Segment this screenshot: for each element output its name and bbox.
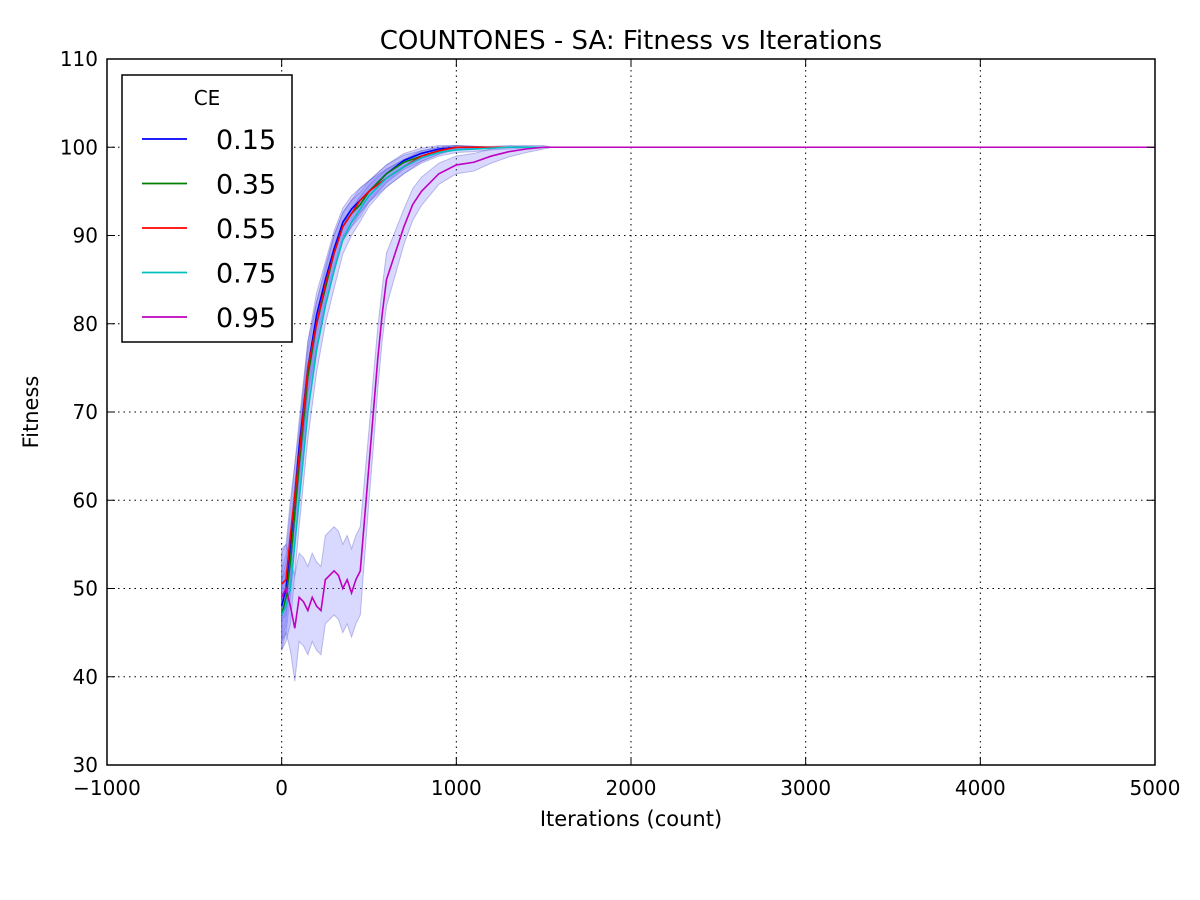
x-tick-label: 5000 — [1130, 776, 1181, 800]
axis-ticks: −1000 0 1000 2000 3000 4000 5000 30 40 50 60 70 80 90… — [60, 47, 1181, 800]
y-axis-label: Fitness — [19, 376, 43, 449]
x-axis-label: Iterations (count) — [540, 807, 722, 831]
grid — [107, 59, 1155, 765]
line-series-4 — [280, 146, 1155, 629]
legend-label: 0.35 — [216, 170, 276, 201]
line-series-3 — [280, 146, 1155, 616]
y-tick-label: 80 — [73, 312, 98, 336]
x-tick-label: 3000 — [780, 776, 831, 800]
y-tick-label: 110 — [60, 47, 98, 71]
y-tick-label: 90 — [73, 224, 98, 248]
x-tick-label: −1000 — [73, 776, 141, 800]
y-tick-label: 60 — [73, 488, 98, 512]
x-tick-label: 4000 — [955, 776, 1006, 800]
chart-title: COUNTONES - SA: Fitness vs Iterations — [380, 26, 882, 56]
legend-label: 0.95 — [216, 303, 276, 334]
legend: CE 0.15 0.35 0.55 0.75 0.95 — [121, 74, 293, 343]
series-lines — [280, 146, 1155, 629]
y-tick-label: 100 — [60, 135, 98, 159]
legend-label: 0.15 — [216, 125, 276, 156]
legend-label: 0.55 — [216, 214, 276, 245]
y-tick-label: 70 — [73, 400, 98, 424]
legend-label: 0.75 — [216, 259, 276, 290]
line-series-2 — [281, 146, 1155, 585]
x-tick-label: 0 — [275, 776, 288, 800]
x-tick-label: 1000 — [431, 776, 482, 800]
y-tick-label: 30 — [73, 753, 98, 777]
legend-title: CE — [194, 86, 221, 110]
y-tick-label: 50 — [73, 577, 98, 601]
x-tick-label: 2000 — [606, 776, 657, 800]
legend-box — [121, 74, 293, 343]
y-tick-label: 40 — [73, 665, 98, 689]
